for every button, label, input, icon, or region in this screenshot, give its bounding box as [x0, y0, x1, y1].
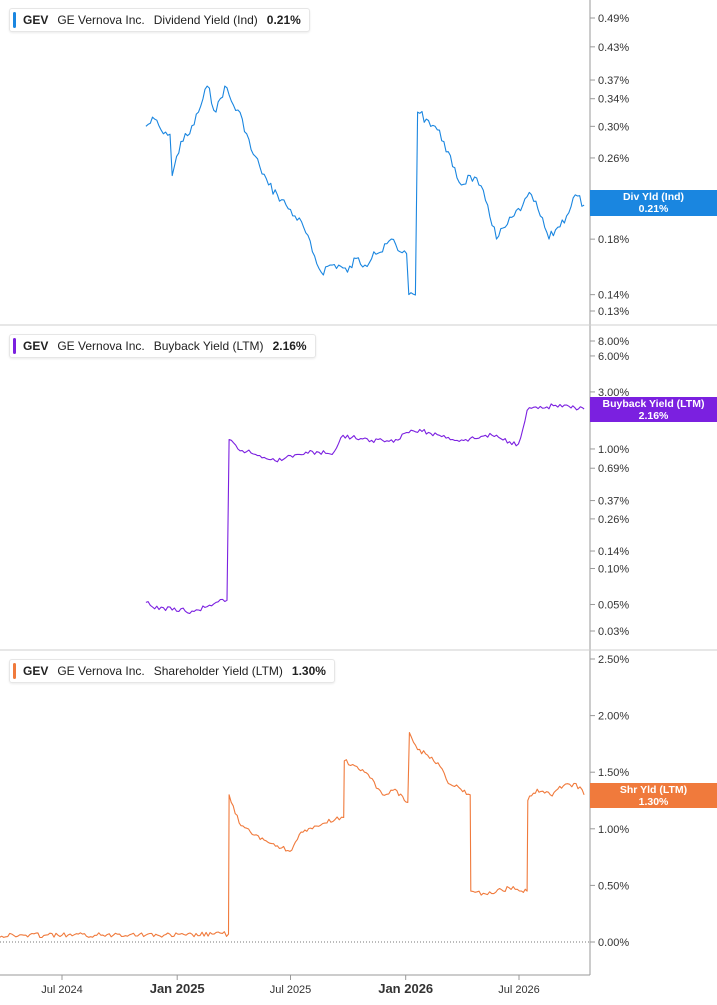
y-tick-label: 0.18% [598, 234, 629, 246]
y-tick-label: 0.30% [598, 121, 629, 133]
y-tick-label: 0.69% [598, 463, 629, 475]
y-tick-label: 8.00% [598, 336, 629, 348]
y-tick-label: 0.43% [598, 42, 629, 54]
y-tick-label: 0.03% [598, 626, 629, 638]
legend-value: 2.16% [272, 339, 307, 353]
y-tick-label: 0.10% [598, 563, 629, 575]
legend-ticker: GEV [23, 664, 49, 678]
y-tick-label: 0.50% [598, 880, 629, 892]
y-tick-label: 0.05% [598, 599, 629, 611]
legend-company: GE Vernova Inc. [57, 339, 145, 353]
series-line-1 [145, 85, 585, 296]
value-tag-value: 1.30% [638, 796, 669, 808]
value-tag-label: Shr Yld (LTM) [619, 784, 688, 796]
y-tick-label: 2.00% [598, 711, 629, 723]
legend-color-bar [13, 663, 16, 679]
legend-shareholder-yield[interactable]: GEV GE Vernova Inc. Shareholder Yield (L… [9, 659, 335, 683]
legend-metric: Shareholder Yield (LTM) [153, 664, 283, 678]
y-tick-label: 0.26% [598, 153, 629, 165]
x-tick-label: Jan 2025 [150, 981, 205, 996]
y-tick-label: 0.37% [598, 75, 629, 87]
y-tick-label: 0.13% [598, 306, 629, 318]
series-line-2 [145, 403, 585, 615]
legend-buyback-yield[interactable]: GEV GE Vernova Inc. Buyback Yield (LTM) … [9, 334, 316, 358]
x-tick-label: Jul 2024 [41, 984, 83, 996]
x-tick-label: Jul 2026 [498, 984, 540, 996]
value-tag-shareholder: Shr Yld (LTM) 1.30% [590, 783, 717, 808]
value-tag-value: 2.16% [638, 410, 669, 422]
legend-ticker: GEV [23, 339, 49, 353]
legend-color-bar [13, 12, 16, 28]
value-tag-label: Buyback Yield (LTM) [602, 398, 705, 410]
y-tick-label: 0.37% [598, 496, 629, 508]
legend-ticker: GEV [23, 13, 49, 27]
value-tag-label: Div Yld (Ind) [622, 191, 685, 203]
y-tick-label: 2.50% [598, 654, 629, 666]
x-tick-label: Jan 2026 [378, 981, 433, 996]
value-tag-value: 0.21% [638, 203, 669, 215]
y-tick-label: 0.26% [598, 514, 629, 526]
legend-company: GE Vernova Inc. [57, 664, 145, 678]
legend-company: GE Vernova Inc. [57, 13, 145, 27]
legend-color-bar [13, 338, 16, 354]
legend-value: 1.30% [291, 664, 326, 678]
y-tick-label: 3.00% [598, 387, 629, 399]
y-tick-label: 0.34% [598, 94, 629, 106]
y-tick-label: 1.50% [598, 767, 629, 779]
y-tick-label: 0.00% [598, 937, 629, 949]
y-tick-label: 0.14% [598, 546, 629, 558]
series-line-3 [0, 732, 585, 939]
legend-dividend-yield[interactable]: GEV GE Vernova Inc. Dividend Yield (Ind)… [9, 8, 310, 32]
legend-value: 0.21% [266, 13, 301, 27]
y-tick-label: 1.00% [598, 444, 629, 456]
value-tag-dividend: Div Yld (Ind) 0.21% [590, 190, 717, 216]
y-tick-label: 6.00% [598, 351, 629, 363]
series-lines [0, 85, 585, 939]
legend-metric: Dividend Yield (Ind) [153, 13, 258, 27]
y-tick-label: 0.49% [598, 13, 629, 25]
y-tick-label: 0.14% [598, 290, 629, 302]
y-tick-label: 1.00% [598, 824, 629, 836]
legend-metric: Buyback Yield (LTM) [153, 339, 264, 353]
x-tick-label: Jul 2025 [270, 984, 312, 996]
value-tag-buyback: Buyback Yield (LTM) 2.16% [590, 397, 717, 422]
